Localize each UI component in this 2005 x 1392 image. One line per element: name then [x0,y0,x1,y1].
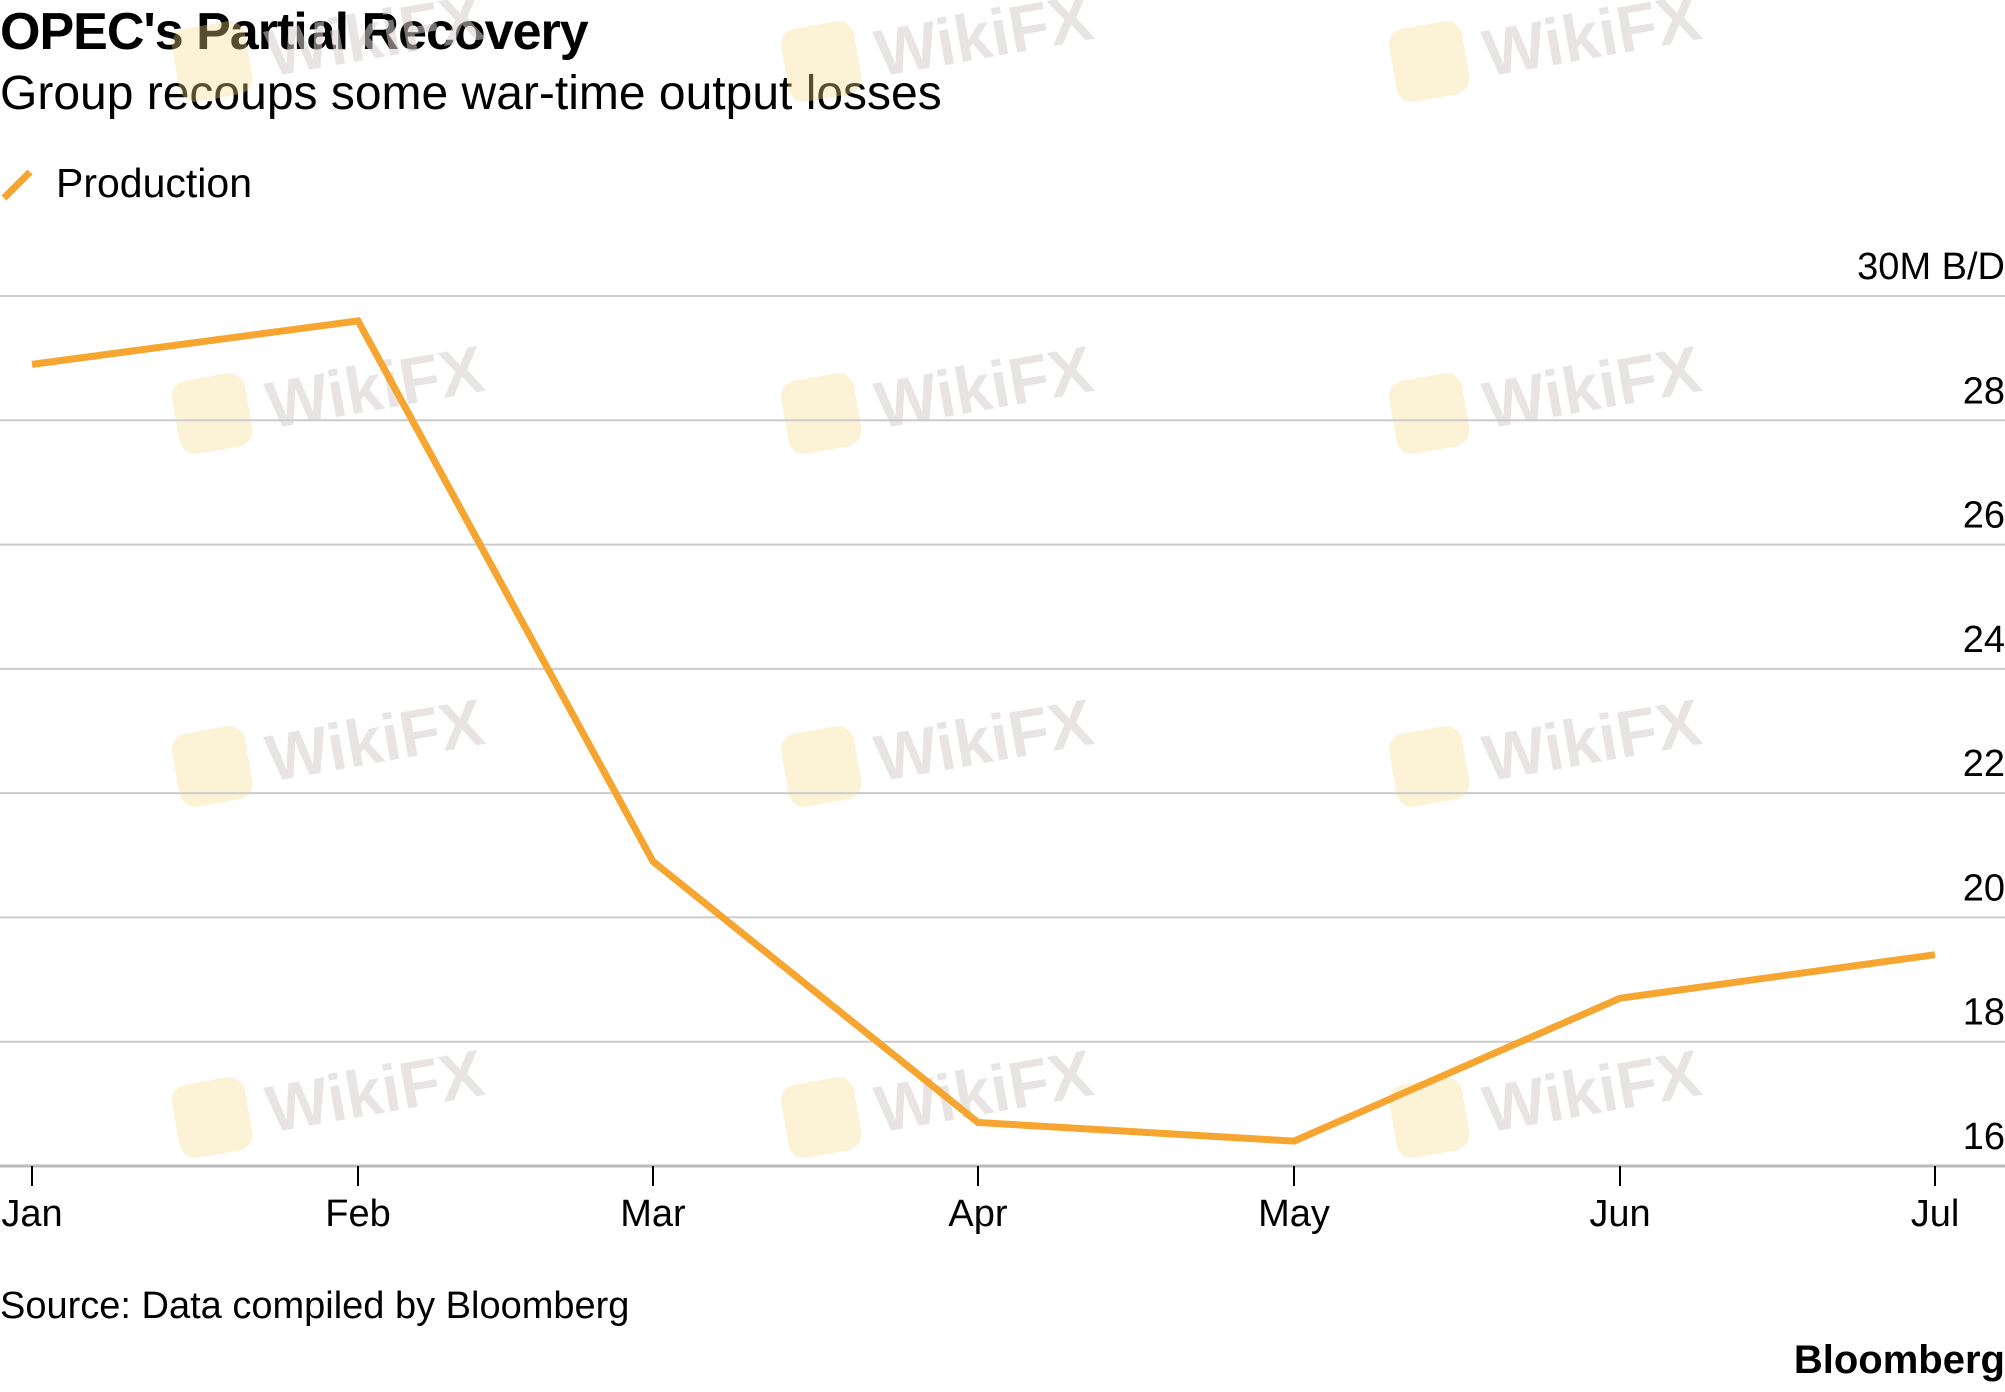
watermark: WikiFX [1388,684,1706,807]
y-tick-label: 26 [1963,495,2005,537]
watermark-text: WikiFX [1477,1035,1706,1146]
watermark-text: WikiFX [260,1035,489,1146]
watermark: WikiFX [171,331,489,454]
watermark-text: WikiFX [1477,0,1706,90]
x-tick-label: May [1258,1193,1330,1235]
watermark-logo-icon [780,21,862,102]
watermark: WikiFX [171,0,489,102]
y-tick-label: 24 [1963,619,2005,661]
watermark-logo-icon [1388,726,1470,807]
watermark-text: WikiFX [869,331,1098,442]
watermark-logo-icon [1388,373,1470,454]
legend-line-swatch [1,169,33,200]
watermark-text: WikiFX [260,0,489,90]
source-note: Source: Data compiled by Bloomberg [0,1285,630,1327]
x-tick-label: Mar [620,1193,686,1235]
y-tick-label: 20 [1963,867,2005,909]
watermark-logo-icon [780,373,862,454]
y-tick-label: 16 [1963,1116,2005,1158]
x-tick-label: Feb [325,1193,390,1235]
watermark-logo-icon [171,21,253,102]
watermark-text: WikiFX [1477,684,1706,795]
watermark-logo-icon [171,1077,253,1158]
y-tick-label: 28 [1963,370,2005,412]
watermark-logo-icon [1388,21,1470,102]
x-tick-label: Apr [948,1193,1007,1235]
watermark-logo-icon [780,1077,862,1158]
bloomberg-logo: Bloomberg [1793,1338,2005,1382]
watermark: WikiFX [780,684,1098,807]
x-tick-label: Jun [1589,1193,1650,1235]
y-tick-label: 30M B/D [1857,246,2005,288]
watermark-logo-icon [780,726,862,807]
legend: Production [0,160,252,207]
watermark-text: WikiFX [1477,331,1706,442]
x-tick-label: Jan [1,1193,62,1235]
watermark: WikiFX [171,1035,489,1158]
watermark-logo-icon [1388,1077,1470,1158]
watermark: WikiFX [780,0,1098,102]
chart-title: OPEC's Partial Recovery [0,3,589,61]
watermark-text: WikiFX [869,0,1098,90]
watermark: WikiFX [1388,331,1706,454]
watermark-text: WikiFX [869,684,1098,795]
watermark-logo-icon [171,726,253,807]
y-tick-label: 22 [1963,743,2005,785]
watermark: WikiFX [780,331,1098,454]
watermark-logo-icon [171,373,253,454]
watermark: WikiFX [1388,0,1706,102]
watermark-text: WikiFX [260,684,489,795]
x-tick-label: Jul [1911,1193,1960,1235]
watermark: WikiFX [171,684,489,807]
watermark: WikiFX [1388,1035,1706,1158]
watermark-layer: WikiFX WikiFX WikiFX WikiFX WikiFX WikiFX Wiki… [171,0,1706,1158]
chart-subtitle: Group recoups some war-time output losse… [0,67,942,120]
watermark: WikiFX [780,1035,1098,1158]
legend-label-production: Production [56,160,253,206]
y-tick-label: 18 [1963,992,2005,1034]
